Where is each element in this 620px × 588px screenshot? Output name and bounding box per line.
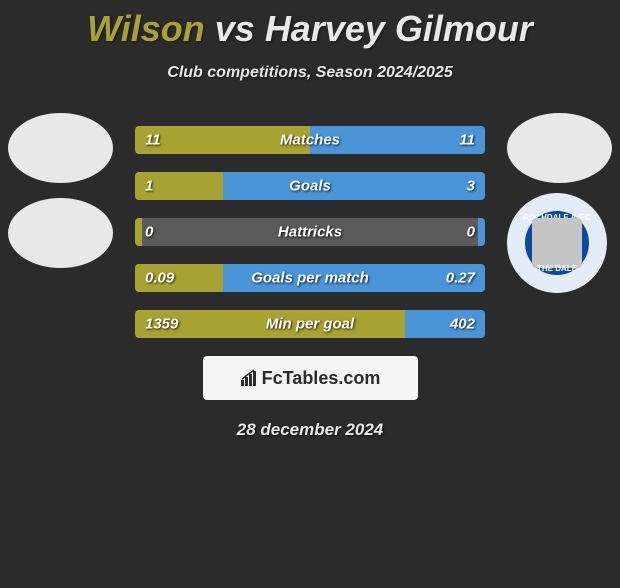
bar-right-value: 402 [450, 316, 475, 333]
player1-club-silhouette-icon [8, 198, 113, 268]
player2-avatar-group: ROCHDALE A.F.C THE DALE [507, 113, 612, 293]
vs-text: vs [215, 8, 255, 49]
badge-bottom-text: THE DALE [537, 264, 577, 273]
stat-bar-row: 0 0 Hattricks [135, 218, 485, 246]
stat-bar-row: 0.09 0.27 Goals per match [135, 264, 485, 292]
player2-silhouette-icon [507, 113, 612, 183]
bar-right-value: 11 [459, 132, 475, 149]
badge-shield-icon [532, 218, 582, 268]
bar-left-value: 0 [145, 224, 153, 241]
date-text: 28 december 2024 [0, 420, 620, 440]
bar-left-fill [135, 218, 142, 246]
player1-avatar-group [8, 113, 113, 268]
bar-right-fill [478, 218, 485, 246]
bar-label: Matches [280, 132, 340, 149]
bar-left-value: 11 [145, 132, 161, 149]
bar-right-value: 3 [467, 178, 475, 195]
player2-name: Harvey Gilmour [265, 8, 533, 49]
player1-name: Wilson [87, 8, 205, 49]
bar-label: Hattricks [278, 224, 342, 241]
player2-club-badge: ROCHDALE A.F.C THE DALE [507, 193, 607, 293]
subtitle: Club competitions, Season 2024/2025 [0, 64, 620, 82]
player1-silhouette-icon [8, 113, 113, 183]
stat-bar-row: 1359 402 Min per goal [135, 310, 485, 338]
logo: FcTables.com [240, 368, 381, 389]
stat-bar-row: 1 3 Goals [135, 172, 485, 200]
bar-right-value: 0 [467, 224, 475, 241]
comparison-title: Wilson vs Harvey Gilmour [0, 8, 620, 50]
logo-box: FcTables.com [203, 356, 418, 400]
bar-left-value: 1 [145, 178, 153, 195]
bar-right-fill [223, 172, 486, 200]
bar-label: Goals per match [251, 270, 369, 287]
bar-label: Goals [289, 178, 331, 195]
comparison-bars: 11 11 Matches 1 3 Goals 0 0 Hattricks 0.09 0.27 Goa… [135, 126, 485, 338]
bar-label: Min per goal [266, 316, 354, 333]
chart-icon [240, 369, 258, 387]
bar-right-value: 0.27 [446, 270, 475, 287]
bar-left-value: 0.09 [145, 270, 174, 287]
stat-bar-row: 11 11 Matches [135, 126, 485, 154]
logo-text: FcTables.com [262, 368, 381, 389]
bar-left-value: 1359 [145, 316, 178, 333]
